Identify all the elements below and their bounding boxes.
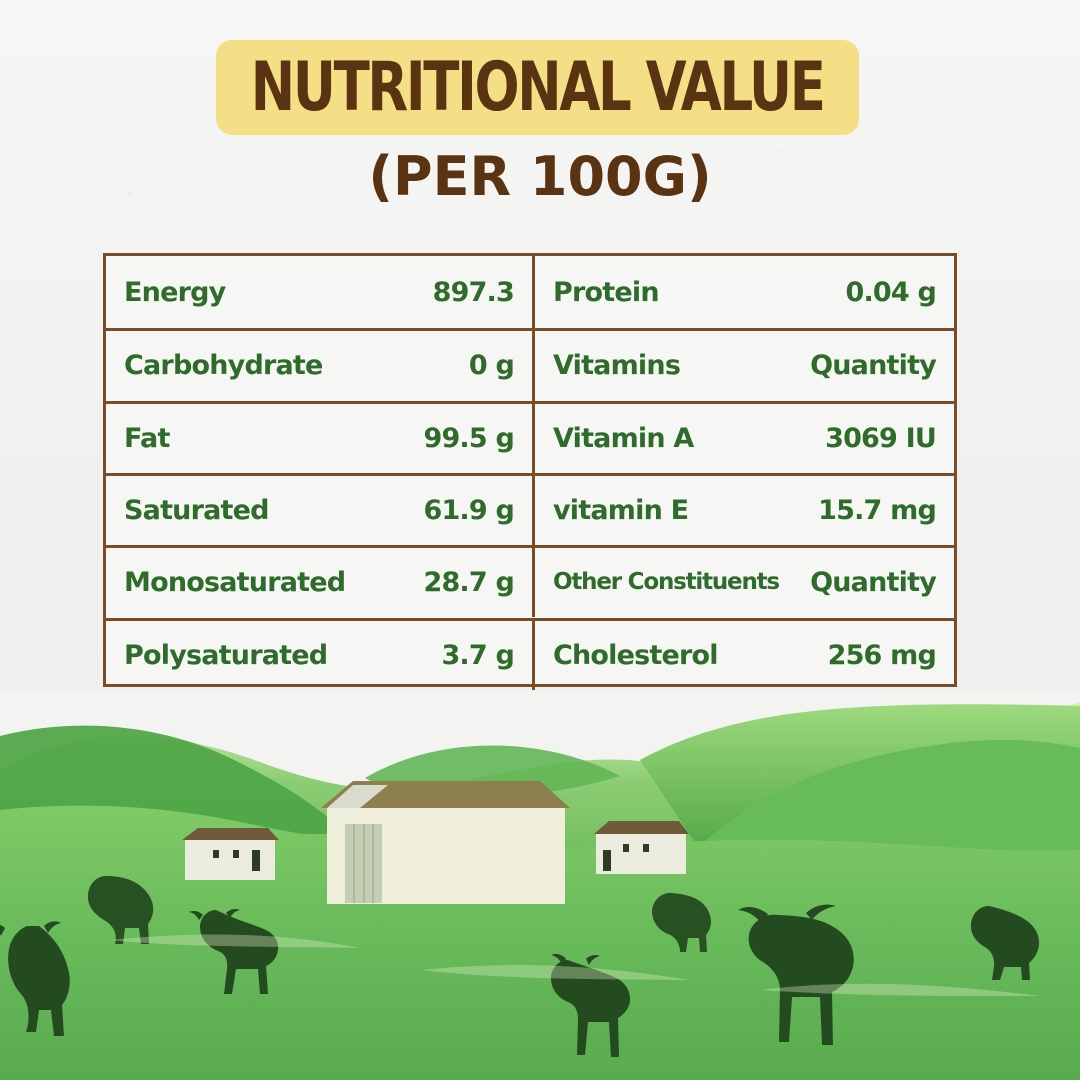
nutrient-label: Protein <box>553 276 660 308</box>
title-badge: NUTRITIONAL VALUE <box>216 40 859 135</box>
table-row: Monosaturated 28.7 g Other Constituents … <box>106 545 954 618</box>
nutrient-label: Energy <box>124 276 226 308</box>
nutrient-label: vitamin E <box>553 495 689 527</box>
table-row: Carbohydrate 0 g Vitamins Quantity <box>106 328 954 401</box>
table-cell-left: Polysaturated 3.7 g <box>106 620 535 690</box>
table-cell-right: Vitamin A 3069 IU <box>535 404 954 473</box>
table-cell-right: Cholesterol 256 mg <box>535 621 954 690</box>
barn-illustration <box>321 781 570 904</box>
nutrient-value: 0.04 g <box>845 276 936 308</box>
nutrient-label: Vitamins <box>553 350 681 382</box>
table-cell-left: Fat 99.5 g <box>106 403 535 473</box>
nutrient-value: Quantity <box>810 567 937 599</box>
farm-scene-illustration <box>0 690 1080 1080</box>
table-cell-right: vitamin E 15.7 mg <box>535 476 954 545</box>
nutrient-value: 99.5 g <box>423 422 514 454</box>
table-row: Fat 99.5 g Vitamin A 3069 IU <box>106 400 954 473</box>
nutrient-value: 15.7 mg <box>818 495 937 527</box>
table-cell-left: Saturated 61.9 g <box>106 475 535 546</box>
table-row: Saturated 61.9 g vitamin E 15.7 mg <box>106 472 954 546</box>
nutrient-label: Fat <box>124 422 170 454</box>
nutrient-label: Vitamin A <box>553 422 694 454</box>
table-row: Energy 897.3 Protein 0.04 g <box>106 256 954 329</box>
nutrient-value: Quantity <box>810 350 937 382</box>
nutrient-label: Polysaturated <box>124 639 328 671</box>
buffalo-silhouette-icon <box>0 876 1039 1057</box>
nutrient-label: Saturated <box>124 495 269 527</box>
nutrient-value: 0 g <box>468 350 515 382</box>
nutrient-value: 3.7 g <box>441 639 514 671</box>
small-house-right-icon <box>594 821 689 874</box>
nutrient-label: Carbohydrate <box>124 350 323 382</box>
table-cell-right: Protein 0.04 g <box>535 256 954 328</box>
table-cell-right: Vitamins Quantity <box>535 331 954 400</box>
small-house-left-icon <box>182 828 279 880</box>
table-cell-left: Energy 897.3 <box>106 256 535 329</box>
page-subtitle: (PER 100G) <box>368 145 712 208</box>
page-title: NUTRITIONAL VALUE <box>251 47 826 127</box>
table-cell-left: Monosaturated 28.7 g <box>106 548 535 618</box>
nutrient-label: Other Constituents <box>553 569 780 596</box>
nutrient-value: 61.9 g <box>423 495 514 527</box>
nutrient-label: Cholesterol <box>553 639 719 671</box>
nutrient-value: 3069 IU <box>825 422 937 454</box>
nutrient-value: 256 mg <box>827 639 937 671</box>
table-cell-left: Carbohydrate 0 g <box>106 331 535 401</box>
nutrient-value: 28.7 g <box>423 567 514 599</box>
table-row: Polysaturated 3.7 g Cholesterol 256 mg <box>106 617 954 690</box>
nutrition-table: Energy 897.3 Protein 0.04 g Carbohydrate… <box>103 253 957 690</box>
nutrient-value: 897.3 <box>432 276 515 308</box>
nutrient-label: Monosaturated <box>124 567 346 599</box>
table-cell-right: Other Constituents Quantity <box>535 548 954 617</box>
